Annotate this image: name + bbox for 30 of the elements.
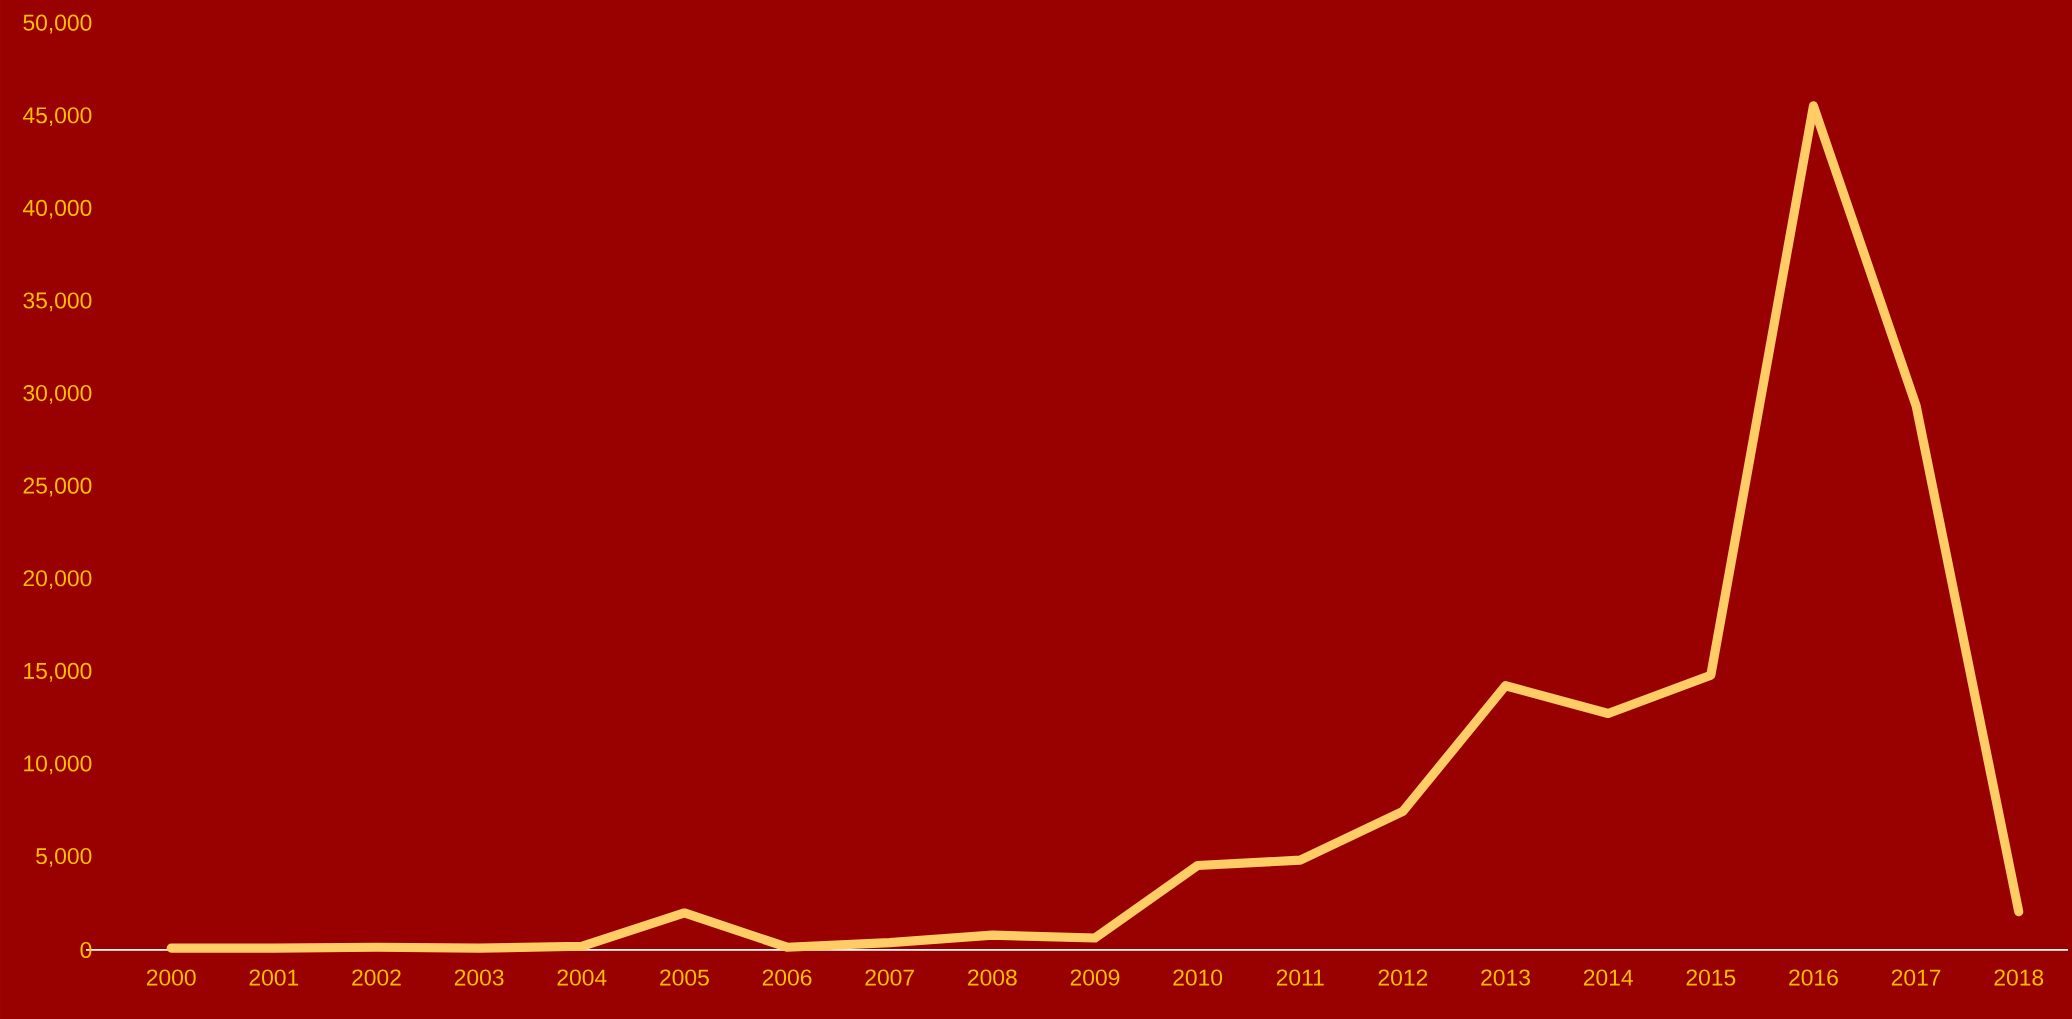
x-tick-label: 2016 [1789,969,1838,986]
y-tick-label: 5,000 [36,847,92,867]
x-tick-label: 2010 [1173,969,1223,986]
x-tick-label: 2014 [1583,969,1633,986]
y-tick-label: 35,000 [23,292,92,312]
y-tick-label: 50,000 [23,14,92,34]
y-tick-label: 10,000 [24,755,92,775]
x-tick-label: 2018 [1994,969,2044,986]
x-tick-label: 2011 [1276,969,1324,986]
x-tick-label: 2015 [1686,969,1736,986]
x-tick-label: 2002 [352,969,401,986]
x-tick-label: 2003 [454,969,504,986]
x-tick-label: 2009 [1070,969,1120,986]
x-tick-label: 2004 [557,969,607,986]
x-tick-label: 2008 [968,969,1017,986]
x-tick-label: 2007 [865,969,914,986]
x-tick-label: 2000 [146,969,196,986]
y-tick-label: 45,000 [23,107,92,127]
x-tick-label: 2001 [249,969,299,986]
x-tick-label: 2006 [762,969,812,986]
y-tick-label: 20,000 [23,570,92,590]
y-tick-label: 40,000 [23,199,92,219]
x-tick-label: 2005 [660,969,709,986]
y-tick-label: 0 [80,941,92,959]
x-tick-label: 2013 [1481,969,1530,986]
y-tick-label: 25,000 [23,477,92,497]
x-tick-label: 2012 [1378,969,1428,986]
y-tick-label: 15,000 [24,662,92,682]
y-tick-label: 30,000 [23,384,92,404]
x-tick-label: 2017 [1891,969,1941,986]
